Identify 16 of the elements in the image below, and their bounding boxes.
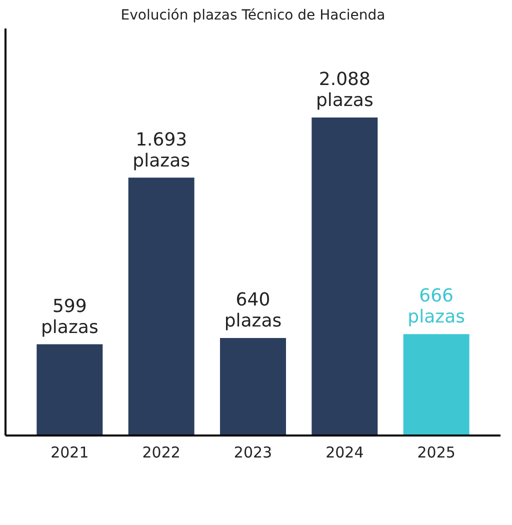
data-label: 2.088 plazas [316,69,374,112]
bar [312,118,378,436]
data-label: 1.693 plazas [132,129,190,172]
data-label: 666 plazas [408,286,466,328]
x-tick-label: 2021 [50,444,89,462]
bar [128,178,194,436]
x-tick-label: 2022 [142,444,180,462]
chart-title: Evolución plazas Técnico de Hacienda [120,8,386,24]
x-tick-label: 2023 [234,444,272,462]
bar [403,334,470,436]
x-tick-label: 2024 [326,444,364,462]
bar [220,338,286,436]
bar [36,344,103,436]
data-label: 640 plazas [224,290,282,332]
x-tick-label: 2025 [417,444,456,462]
data-label: 599 plazas [41,296,98,338]
